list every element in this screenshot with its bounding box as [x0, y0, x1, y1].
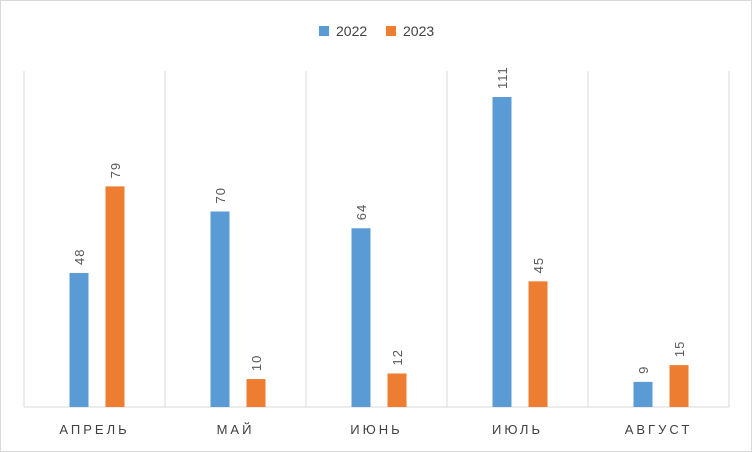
legend-swatch-2023	[386, 26, 396, 36]
data-label-2023-апрель: 79	[108, 162, 123, 178]
data-label-2023-июнь: 12	[390, 349, 405, 365]
bar-2022-июнь	[351, 228, 371, 407]
bar-2023-июнь	[387, 373, 407, 407]
data-label-2022-август: 9	[636, 366, 651, 374]
bar-2023-август	[669, 365, 689, 407]
data-label-2022-июнь: 64	[354, 204, 369, 220]
bar-2022-апрель	[69, 272, 89, 407]
x-tick-label: ИЮНЬ	[350, 422, 402, 437]
legend: 2022 2023	[319, 23, 434, 39]
x-tick-label: ИЮЛЬ	[492, 422, 543, 437]
x-tick-label: АВГУСТ	[625, 422, 693, 437]
data-labels: 48 70 64 111 9 79 10 12 45 15	[72, 66, 687, 374]
bar-2023-июль	[528, 281, 548, 407]
x-tick-label: АПРЕЛЬ	[59, 422, 129, 437]
x-axis-ticks: АПРЕЛЬ МАЙ ИЮНЬ ИЮЛЬ АВГУСТ	[59, 422, 693, 437]
data-label-2023-август: 15	[672, 341, 687, 357]
x-tick-label: МАЙ	[217, 422, 255, 437]
data-label-2022-июль: 111	[495, 66, 510, 89]
bars	[69, 97, 689, 407]
bar-2023-апрель	[105, 186, 125, 407]
data-label-2022-май: 70	[213, 187, 228, 203]
bar-2023-май	[246, 379, 266, 407]
category-grid	[23, 71, 730, 408]
data-label-2023-май: 10	[249, 355, 264, 371]
data-label-2022-апрель: 48	[72, 248, 87, 264]
bar-2022-июль	[492, 97, 512, 407]
bar-2022-май	[210, 211, 230, 407]
legend-label-2022: 2022	[336, 23, 367, 39]
legend-label-2023: 2023	[403, 23, 434, 39]
legend-swatch-2022	[319, 26, 329, 36]
bar-2022-август	[633, 381, 653, 407]
data-label-2023-июль: 45	[531, 257, 546, 273]
